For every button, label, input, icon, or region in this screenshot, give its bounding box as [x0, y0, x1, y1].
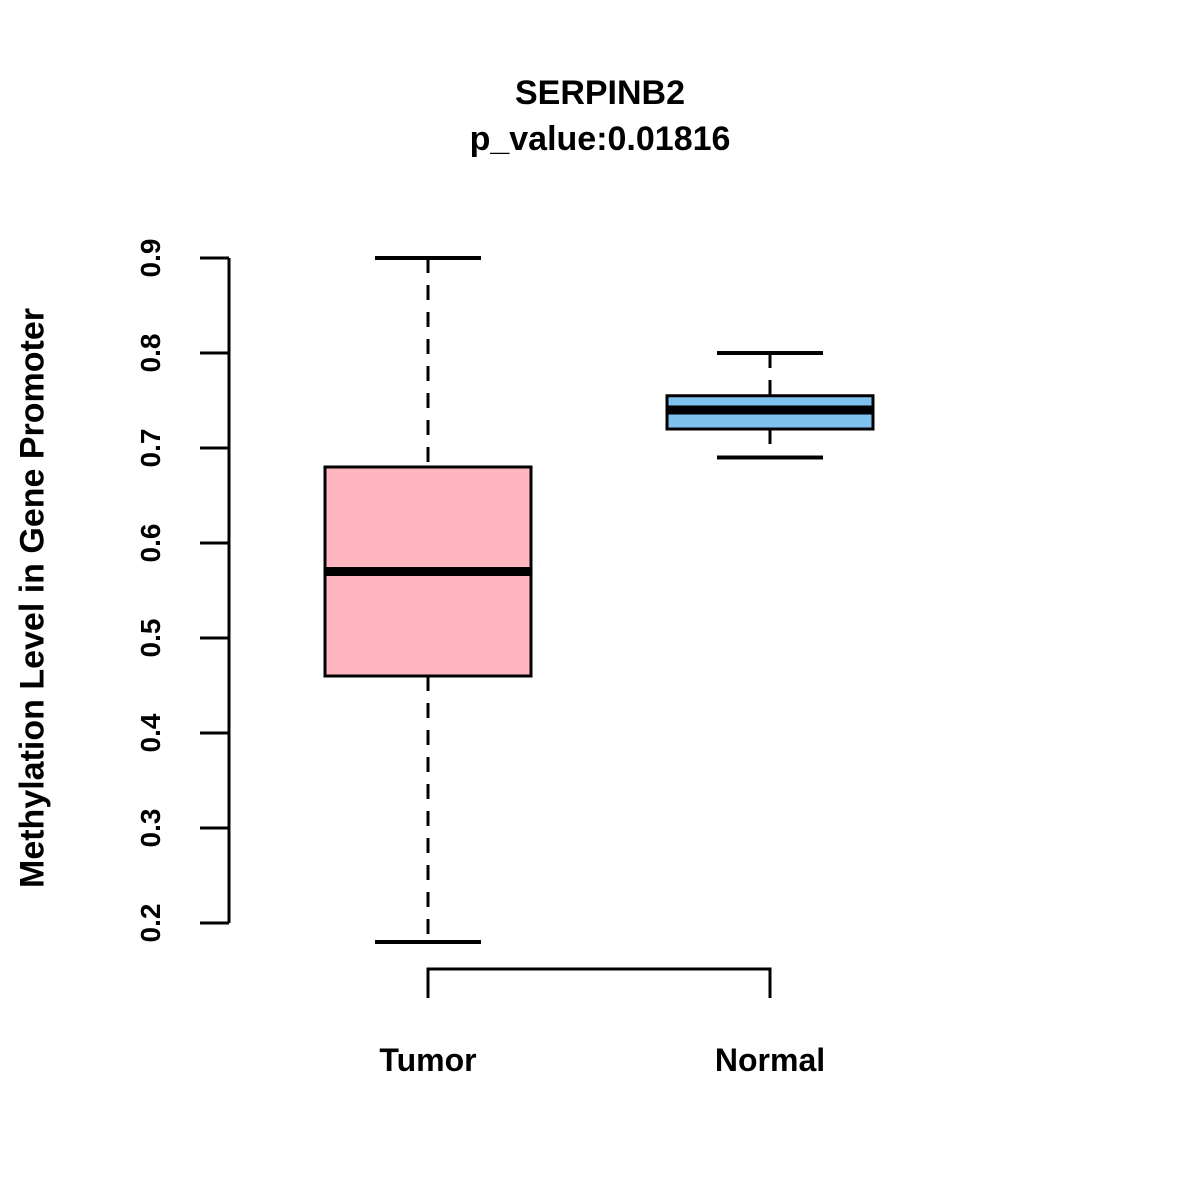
- y-tick-label: 0.3: [135, 809, 166, 848]
- x-axis-bracket: [426, 967, 772, 998]
- chart-title: SERPINB2: [514, 74, 686, 112]
- y-tick-label: 0.2: [135, 904, 166, 943]
- y-tick-label: 0.9: [135, 239, 166, 278]
- y-tick-label: 0.7: [135, 429, 166, 468]
- x-category-label-normal: Normal: [714, 1042, 826, 1078]
- y-tick-label: 0.6: [135, 524, 166, 563]
- chart-subtitle-pvalue: p_value:0.01816: [469, 120, 731, 158]
- y-tick-label: 0.4: [135, 713, 166, 752]
- y-tick-label: 0.5: [135, 619, 166, 658]
- x-category-label-tumor: Tumor: [379, 1042, 477, 1078]
- y-tick-label: 0.8: [135, 334, 166, 373]
